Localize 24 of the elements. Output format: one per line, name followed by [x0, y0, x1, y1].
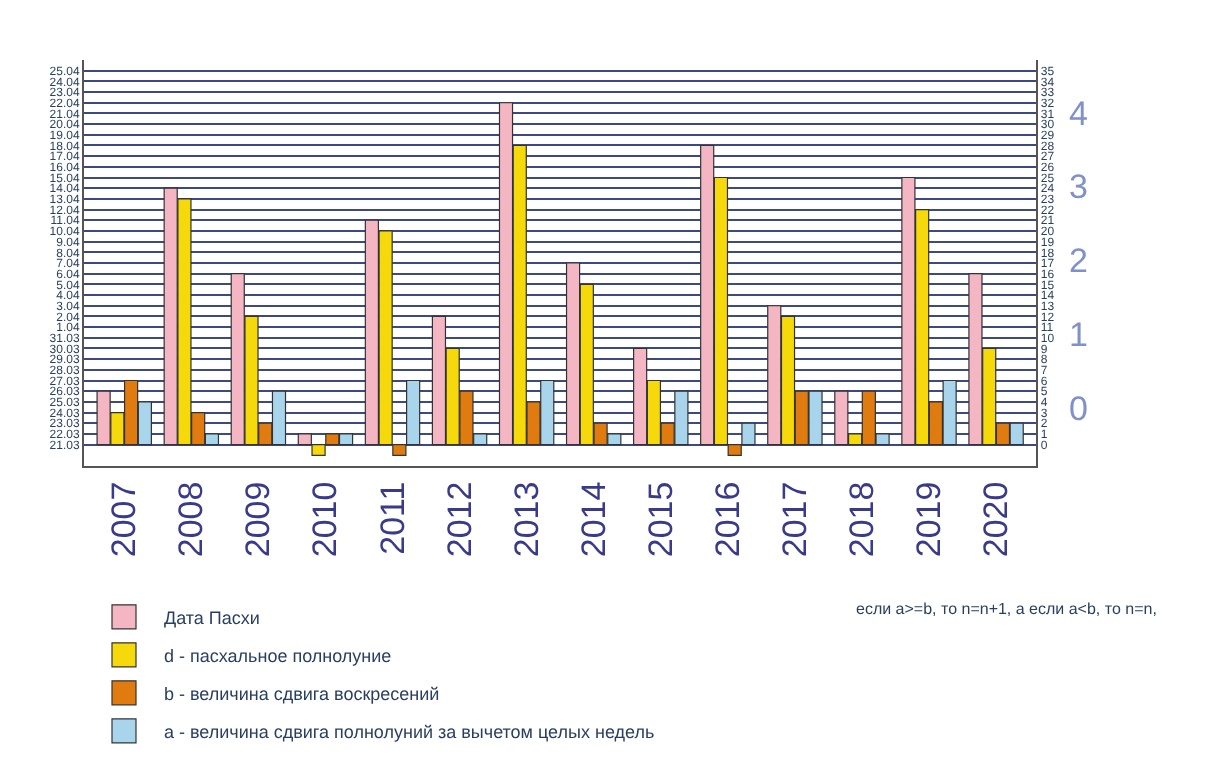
- x-tick-label: 2011: [373, 481, 412, 555]
- x-tick-label: 2020: [977, 481, 1016, 558]
- x-tick-label: 2018: [843, 481, 882, 558]
- x-tick-label: 2012: [440, 481, 479, 558]
- x-tick-label: 2010: [306, 481, 345, 558]
- y3-tick-label: 0: [1069, 389, 1088, 428]
- y3-tick-label: 4: [1069, 94, 1088, 133]
- legend-label: a - величина сдвига полнолуний за вычетом целых недель: [164, 721, 655, 742]
- x-tick-label: 2013: [507, 481, 546, 558]
- x-tick-label: 2019: [910, 481, 949, 558]
- x-tick-label: 2009: [239, 481, 278, 558]
- legend-label: b - величина сдвига воскресений: [164, 683, 440, 704]
- legend-label: d - пасхальное полнолуние: [164, 645, 392, 666]
- y3-tick-label: 1: [1069, 316, 1088, 355]
- x-tick-label: 2016: [708, 481, 747, 558]
- x-tick-label: 2008: [172, 481, 211, 558]
- legend-label: Дата Пасхи: [164, 607, 260, 628]
- x-tick-label: 2014: [574, 481, 613, 558]
- y3-tick-label: 3: [1069, 168, 1088, 207]
- y3-tick-label: 2: [1069, 242, 1088, 281]
- x-tick-label: 2007: [105, 481, 144, 558]
- x-tick-label: 2017: [775, 481, 814, 558]
- x-tick-label: 2015: [641, 481, 680, 558]
- text: если a>=b, то n=n+1, а если a<b, то n=n,: [856, 600, 1157, 618]
